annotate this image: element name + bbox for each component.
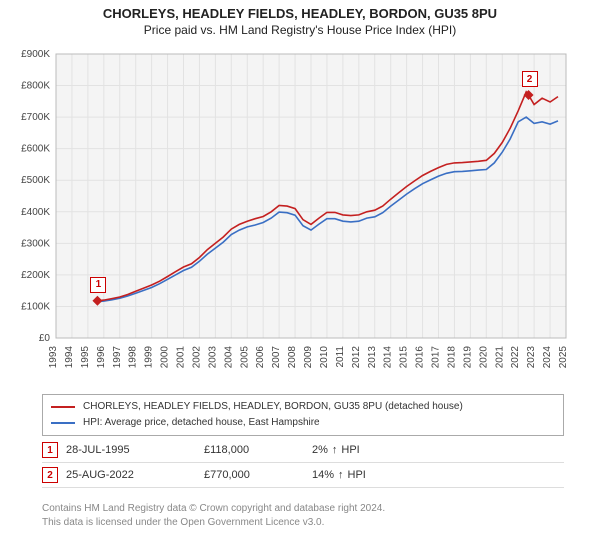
title-main: CHORLEYS, HEADLEY FIELDS, HEADLEY, BORDO…: [0, 6, 600, 21]
cell-price: £770,000: [204, 469, 304, 481]
svg-text:2011: 2011: [335, 346, 346, 368]
svg-text:2010: 2010: [319, 346, 330, 369]
svg-text:£800K: £800K: [21, 81, 50, 92]
svg-text:2023: 2023: [526, 346, 537, 369]
chart-marker-badge: 2: [522, 71, 538, 87]
points-table: 1 28-JUL-1995 £118,000 2% ↑ HPI 2 25-AUG…: [42, 438, 564, 488]
legend-item: HPI: Average price, detached house, East…: [51, 415, 555, 431]
svg-text:1993: 1993: [48, 346, 59, 369]
arrow-up-icon: ↑: [332, 444, 338, 456]
svg-text:£900K: £900K: [21, 49, 50, 60]
svg-text:£0: £0: [39, 333, 51, 344]
cell-pct: 14% ↑ HPI: [312, 469, 432, 481]
svg-text:£700K: £700K: [21, 112, 50, 123]
marker-badge: 1: [42, 442, 58, 458]
svg-text:2001: 2001: [176, 346, 187, 369]
table-row: 1 28-JUL-1995 £118,000 2% ↑ HPI: [42, 438, 564, 463]
svg-text:£500K: £500K: [21, 175, 50, 186]
svg-text:2015: 2015: [399, 346, 410, 369]
chart-plot: £0 £100K £200K £300K £400K £500K £600K £700K £80…: [0, 44, 600, 388]
chart-container: CHORLEYS, HEADLEY FIELDS, HEADLEY, BORDO…: [0, 0, 600, 560]
svg-text:2003: 2003: [207, 346, 218, 369]
svg-text:2005: 2005: [239, 346, 250, 369]
cell-date: 25-AUG-2022: [66, 469, 196, 481]
svg-text:2006: 2006: [255, 346, 266, 369]
svg-text:2025: 2025: [558, 346, 569, 369]
cell-date: 28-JUL-1995: [66, 444, 196, 456]
svg-text:1995: 1995: [80, 346, 91, 369]
legend-label: HPI: Average price, detached house, East…: [83, 415, 320, 431]
svg-text:1994: 1994: [64, 346, 75, 369]
svg-text:2004: 2004: [223, 346, 234, 369]
legend-item: CHORLEYS, HEADLEY FIELDS, HEADLEY, BORDO…: [51, 399, 555, 415]
legend: CHORLEYS, HEADLEY FIELDS, HEADLEY, BORDO…: [42, 394, 564, 436]
legend-swatch: [51, 422, 75, 424]
marker-badge: 2: [42, 467, 58, 483]
svg-text:2002: 2002: [191, 346, 202, 369]
footer-attribution: Contains HM Land Registry data © Crown c…: [42, 502, 564, 530]
title-sub: Price paid vs. HM Land Registry's House …: [0, 23, 600, 37]
cell-price: £118,000: [204, 444, 304, 456]
svg-text:2022: 2022: [510, 346, 521, 369]
svg-text:2021: 2021: [494, 346, 505, 369]
svg-text:2008: 2008: [287, 346, 298, 369]
footer-line: This data is licensed under the Open Gov…: [42, 516, 564, 530]
svg-text:2019: 2019: [462, 346, 473, 369]
svg-text:2013: 2013: [367, 346, 378, 369]
svg-text:£300K: £300K: [21, 238, 50, 249]
svg-text:1996: 1996: [96, 346, 107, 369]
svg-text:2007: 2007: [271, 346, 282, 369]
svg-text:£100K: £100K: [21, 301, 50, 312]
svg-text:£200K: £200K: [21, 270, 50, 281]
svg-text:1997: 1997: [112, 346, 123, 369]
svg-text:1998: 1998: [128, 346, 139, 369]
svg-text:£400K: £400K: [21, 207, 50, 218]
chart-svg: £0 £100K £200K £300K £400K £500K £600K £700K £80…: [0, 44, 600, 388]
chart-titles: CHORLEYS, HEADLEY FIELDS, HEADLEY, BORDO…: [0, 0, 600, 37]
footer-line: Contains HM Land Registry data © Crown c…: [42, 502, 564, 516]
svg-text:1999: 1999: [144, 346, 155, 369]
svg-text:2014: 2014: [383, 346, 394, 369]
svg-text:2000: 2000: [160, 346, 171, 369]
svg-text:2012: 2012: [351, 346, 362, 369]
arrow-up-icon: ↑: [338, 469, 344, 481]
svg-text:2017: 2017: [431, 346, 442, 369]
legend-label: CHORLEYS, HEADLEY FIELDS, HEADLEY, BORDO…: [83, 399, 463, 415]
svg-text:£600K: £600K: [21, 144, 50, 155]
cell-pct: 2% ↑ HPI: [312, 444, 432, 456]
table-row: 2 25-AUG-2022 £770,000 14% ↑ HPI: [42, 463, 564, 488]
svg-text:2020: 2020: [478, 346, 489, 369]
svg-text:2018: 2018: [446, 346, 457, 369]
svg-text:2016: 2016: [415, 346, 426, 369]
chart-marker-badge: 1: [90, 277, 106, 293]
svg-text:2009: 2009: [303, 346, 314, 369]
svg-text:2024: 2024: [542, 346, 553, 369]
legend-swatch: [51, 406, 75, 408]
